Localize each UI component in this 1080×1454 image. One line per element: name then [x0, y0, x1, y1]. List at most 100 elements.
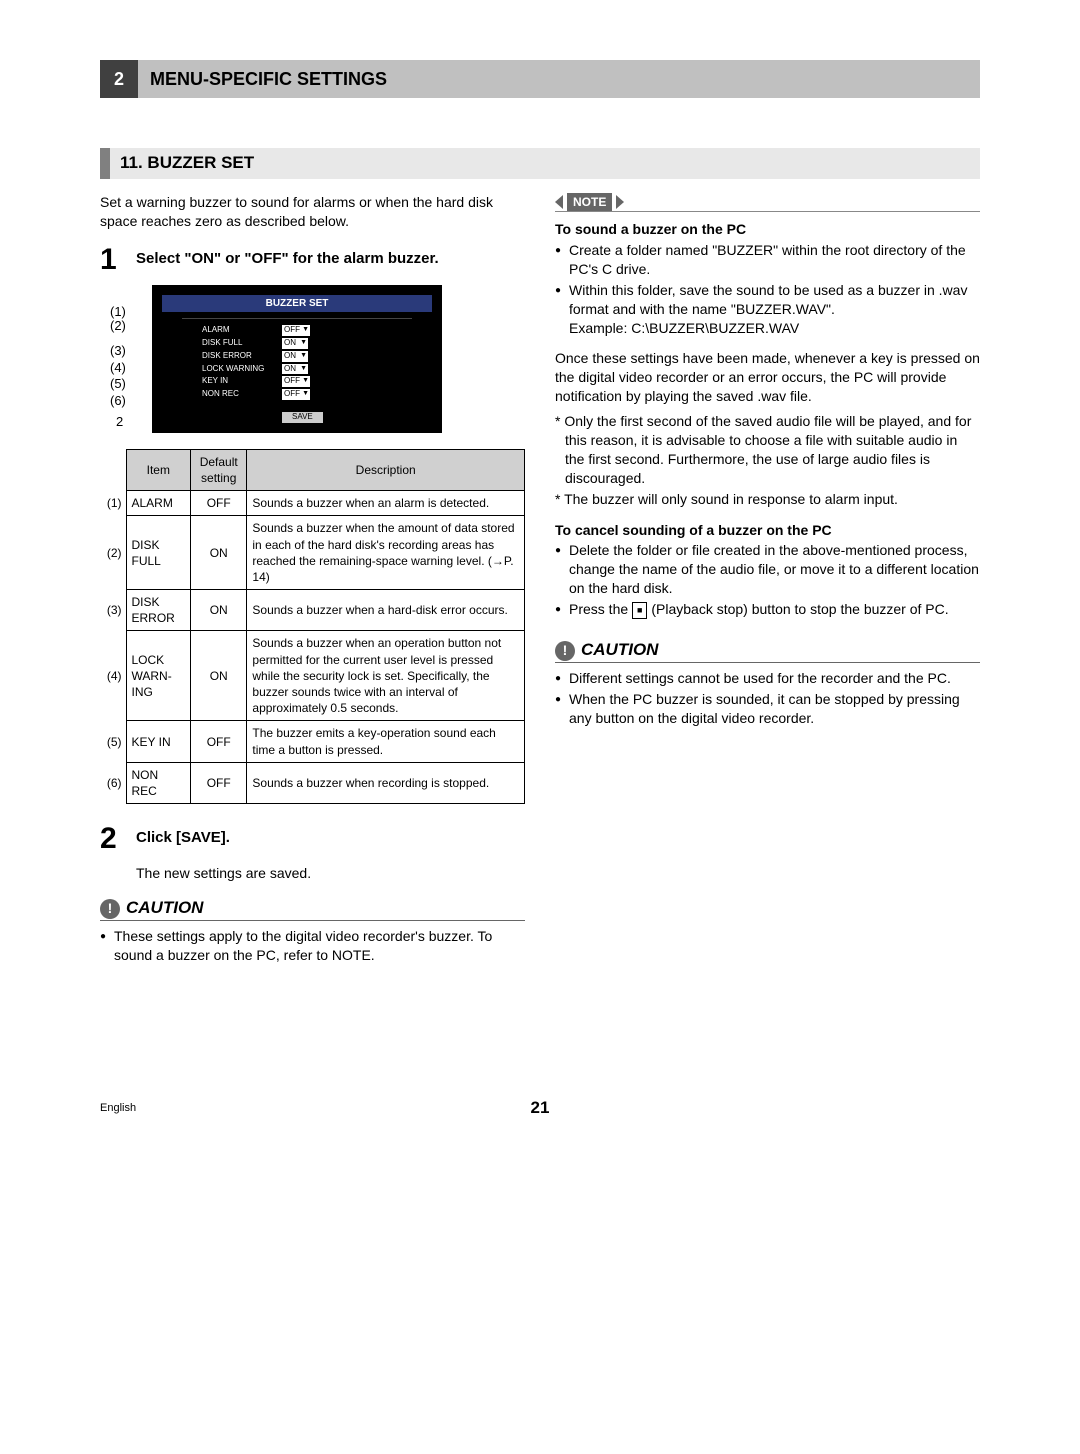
row-desc: Sounds a buzzer when an alarm is detecte… [247, 491, 525, 516]
footer-language: English [100, 1101, 200, 1116]
divider [182, 318, 412, 319]
right-column: NOTE To sound a buzzer on the PC Create … [555, 193, 980, 977]
row-index: (5) [100, 721, 126, 762]
section-title: 11. BUZZER SET [100, 148, 980, 179]
chapter-number: 2 [100, 60, 138, 98]
row-default: OFF [191, 762, 247, 803]
setting-label: KEY IN [202, 376, 282, 387]
header-item: Item [126, 449, 191, 490]
text: Press the [569, 601, 632, 617]
setting-label: LOCK WARNING [202, 364, 282, 375]
chapter-title: MENU-SPECIFIC SETTINGS [150, 67, 387, 91]
content-columns: Set a warning buzzer to sound for alarms… [100, 193, 980, 977]
note-subhead: To cancel sounding of a buzzer on the PC [555, 521, 980, 540]
note-subhead: To sound a buzzer on the PC [555, 220, 980, 239]
setting-row-nonrec: NON RECOFF [202, 389, 432, 400]
setting-label: DISK FULL [202, 338, 282, 349]
setting-dropdown[interactable]: OFF [282, 376, 310, 387]
note-star: * The buzzer will only sound in response… [555, 490, 980, 509]
caution-item: Different settings cannot be used for th… [555, 669, 980, 688]
note-item: Press the (Playback stop) button to stop… [555, 600, 980, 619]
screenshot-title: BUZZER SET [162, 295, 432, 313]
step-number: 2 [100, 824, 136, 854]
chapter-header: 2 MENU-SPECIFIC SETTINGS [100, 60, 980, 98]
settings-table: Item Default setting Description (1)ALAR… [100, 449, 525, 804]
setting-row-alarm: ALARMOFF [202, 325, 432, 336]
note-header: NOTE [555, 193, 980, 212]
row-index: (3) [100, 590, 126, 631]
caution-label: CAUTION [581, 639, 658, 662]
step-2: 2 Click [SAVE]. [100, 824, 525, 854]
row-default: OFF [191, 721, 247, 762]
table-row: (3)DISK ERRORONSounds a buzzer when a ha… [100, 590, 525, 631]
callout-5: (5) [110, 377, 126, 392]
table-row: (2)DISK FULLONSounds a buzzer when the a… [100, 516, 525, 590]
row-index: (1) [100, 491, 126, 516]
setting-dropdown[interactable]: ON [282, 351, 308, 362]
callout-2: (2) [110, 319, 126, 334]
caution-header: ! CAUTION [555, 639, 980, 663]
row-index: (2) [100, 516, 126, 590]
setting-label: DISK ERROR [202, 351, 282, 362]
callout-numbers: (1) (2) (3) (4) (5) (6) 2 [110, 305, 126, 433]
setting-dropdown[interactable]: ON [282, 338, 308, 349]
row-desc: Sounds a buzzer when a hard-disk error o… [247, 590, 525, 631]
callout-3: (3) [110, 344, 126, 359]
caution-icon: ! [100, 899, 120, 919]
row-default: ON [191, 516, 247, 590]
setting-label: ALARM [202, 325, 282, 336]
setting-dropdown[interactable]: OFF [282, 325, 310, 336]
step-text: Click [SAVE]. [136, 824, 230, 854]
note-item: Create a folder named "BUZZER" within th… [555, 241, 980, 279]
note-label: NOTE [567, 193, 612, 211]
setting-dropdown[interactable]: ON [282, 364, 308, 375]
caution-list: Different settings cannot be used for th… [555, 669, 980, 728]
callout-4: (4) [110, 361, 126, 376]
setting-row-diskfull: DISK FULLON [202, 338, 432, 349]
page-number: 21 [200, 1097, 880, 1120]
setting-dropdown[interactable]: OFF [282, 389, 310, 400]
table-row: (1)ALARMOFFSounds a buzzer when an alarm… [100, 491, 525, 516]
page-footer: English 21 [100, 1097, 980, 1120]
callout-7: 2 [116, 415, 126, 430]
intro-text: Set a warning buzzer to sound for alarms… [100, 193, 525, 231]
left-column: Set a warning buzzer to sound for alarms… [100, 193, 525, 977]
note-item: Delete the folder or file created in the… [555, 541, 980, 598]
header-default: Default setting [191, 449, 247, 490]
step-1: 1 Select "ON" or "OFF" for the alarm buz… [100, 245, 525, 275]
playback-stop-icon [632, 602, 647, 619]
step-body: The new settings are saved. [136, 864, 525, 883]
note-arrow-left-icon [555, 195, 563, 209]
note-paragraph: Once these settings have been made, when… [555, 349, 980, 406]
note-list: Create a folder named "BUZZER" within th… [555, 241, 980, 337]
setting-row-diskerror: DISK ERRORON [202, 351, 432, 362]
row-item: LOCK WARN-ING [126, 631, 191, 721]
row-item: DISK ERROR [126, 590, 191, 631]
row-item: DISK FULL [126, 516, 191, 590]
step-text: Select "ON" or "OFF" for the alarm buzze… [136, 245, 439, 275]
caution-header: ! CAUTION [100, 897, 525, 921]
row-item: ALARM [126, 491, 191, 516]
row-item: NON REC [126, 762, 191, 803]
row-index: (4) [100, 631, 126, 721]
row-desc: Sounds a buzzer when the amount of data … [247, 516, 525, 590]
row-desc: The buzzer emits a key-operation sound e… [247, 721, 525, 762]
row-desc: Sounds a buzzer when an operation button… [247, 631, 525, 721]
setting-row-keyin: KEY INOFF [202, 376, 432, 387]
setting-label: NON REC [202, 389, 282, 400]
row-desc: Sounds a buzzer when recording is stoppe… [247, 762, 525, 803]
row-item: KEY IN [126, 721, 191, 762]
row-default: ON [191, 590, 247, 631]
setting-row-lockwarning: LOCK WARNINGON [202, 364, 432, 375]
table-header-row: Item Default setting Description [100, 449, 525, 490]
caution-item: When the PC buzzer is sounded, it can be… [555, 690, 980, 728]
step-number: 1 [100, 245, 136, 275]
table-row: (5)KEY INOFFThe buzzer emits a key-opera… [100, 721, 525, 762]
save-button[interactable]: SAVE [282, 412, 323, 423]
row-default: OFF [191, 491, 247, 516]
caution-icon: ! [555, 641, 575, 661]
note-item: Within this folder, save the sound to be… [555, 281, 980, 338]
row-index: (6) [100, 762, 126, 803]
caution-label: CAUTION [126, 897, 203, 920]
caution-item: These settings apply to the digital vide… [100, 927, 525, 965]
